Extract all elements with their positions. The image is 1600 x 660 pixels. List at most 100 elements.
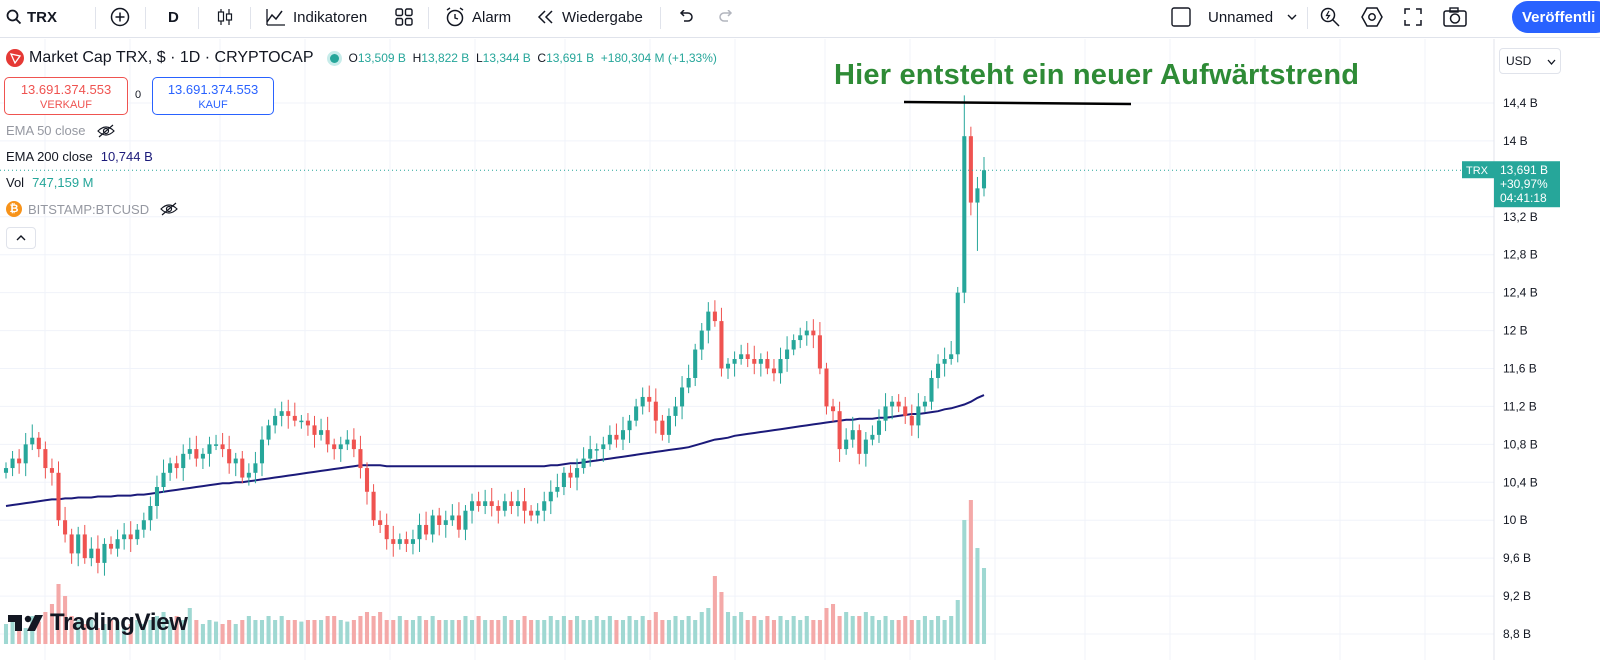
- volume-bar: [929, 620, 934, 644]
- candle-body: [76, 534, 81, 554]
- candle-body: [273, 415, 278, 426]
- eye-hidden-icon[interactable]: [159, 202, 179, 216]
- currency-select[interactable]: USD: [1499, 48, 1561, 74]
- compare-add-button[interactable]: [110, 0, 130, 34]
- eye-hidden-icon[interactable]: [96, 124, 116, 138]
- candle-body: [876, 420, 882, 435]
- tradingview-logo[interactable]: TradingView: [8, 609, 188, 637]
- candle-body: [128, 534, 133, 540]
- volume-bar: [876, 620, 882, 644]
- sell-button[interactable]: 13.691.374.553 VERKAUF: [4, 77, 128, 115]
- volume-bar: [332, 616, 337, 644]
- volume-bar: [535, 620, 540, 644]
- price-tag-value: 13,691 B: [1500, 163, 1548, 177]
- volume-bar: [358, 616, 363, 644]
- undo-button[interactable]: [676, 0, 694, 34]
- candle-body: [168, 463, 173, 473]
- volume-bar: [581, 620, 586, 644]
- candle-body: [69, 534, 74, 554]
- volume-bar: [712, 576, 717, 644]
- volume-legend[interactable]: Vol 747,159 M: [6, 175, 94, 190]
- candle-body: [95, 548, 100, 563]
- legend-collapse-button[interactable]: [6, 227, 36, 249]
- volume-bar: [141, 624, 146, 644]
- volume-bar: [194, 620, 199, 644]
- replay-button[interactable]: Wiedergabe: [536, 0, 643, 34]
- candle-body: [345, 439, 350, 445]
- candle-body: [778, 359, 783, 374]
- candle-body: [266, 425, 271, 440]
- candle-body: [614, 434, 619, 440]
- volume-bar: [594, 616, 599, 644]
- symbol-name: TRX: [27, 8, 57, 26]
- publish-button[interactable]: Veröffentli: [1512, 1, 1600, 33]
- chart-type-button[interactable]: [215, 0, 235, 34]
- toolbar-divider: [198, 7, 199, 29]
- volume-label: Vol: [6, 175, 25, 190]
- candle-body: [817, 335, 822, 369]
- buy-button[interactable]: 13.691.374.553 KAUF: [152, 77, 274, 115]
- ema200-legend[interactable]: EMA 200 close 10,744 B: [6, 149, 153, 164]
- settings-button[interactable]: [1360, 0, 1384, 34]
- candles: [3, 95, 987, 576]
- volume-bar: [49, 604, 54, 644]
- candle-body: [102, 543, 107, 563]
- candle-body: [955, 292, 960, 355]
- symbol-search[interactable]: TRX: [6, 0, 57, 34]
- candle-body: [325, 430, 330, 445]
- volume-bar: [456, 620, 461, 644]
- layout-name: Unnamed: [1208, 8, 1274, 26]
- volume-bar: [666, 620, 671, 644]
- volume-bar: [699, 612, 704, 644]
- candle-body: [502, 501, 507, 511]
- volume-bar: [378, 612, 383, 644]
- candle-body: [23, 444, 28, 464]
- candle-body: [699, 330, 704, 350]
- candle-body: [844, 439, 849, 450]
- volume-bar: [890, 620, 895, 644]
- candle-body: [535, 510, 540, 516]
- candle-body: [319, 430, 324, 435]
- fullscreen-button[interactable]: [1403, 0, 1423, 34]
- layouts-button[interactable]: [394, 0, 414, 34]
- chart-area[interactable]: 14,4 B 14 B 13,2 B 12,8 B 12,4 B 12 B 11,6 B 11…: [0, 39, 1600, 660]
- volume-bar: [56, 584, 61, 644]
- symbol-legend[interactable]: Market Cap TRX, $ · 1D · CRYPTOCAP O13,5…: [6, 49, 717, 67]
- candle-body: [207, 444, 212, 454]
- indicators-button[interactable]: Indikatoren: [265, 0, 367, 34]
- volume-bar: [36, 621, 41, 644]
- candle-body: [115, 539, 120, 549]
- trend-annotation[interactable]: Hier entsteht ein neuer Aufwärtstrend: [834, 59, 1360, 91]
- volume-bar: [588, 620, 593, 644]
- y-tick-label: 9,6 B: [1503, 551, 1531, 565]
- quick-search-button[interactable]: [1319, 0, 1341, 34]
- volume-bar: [502, 616, 507, 644]
- volume-bar: [752, 616, 757, 644]
- toolbar-divider: [1307, 7, 1308, 29]
- interval-button[interactable]: D: [168, 8, 179, 26]
- volume-bar: [660, 620, 665, 644]
- volume-bar: [148, 620, 153, 644]
- candle-body: [450, 515, 455, 521]
- snapshot-button[interactable]: [1442, 0, 1468, 34]
- volume-bar: [968, 500, 973, 644]
- candle-body: [529, 510, 534, 516]
- compare-legend[interactable]: ₿ BITSTAMP:BTCUSD: [6, 201, 179, 217]
- volume-bar: [404, 620, 409, 644]
- price-chart[interactable]: 14,4 B 14 B 13,2 B 12,8 B 12,4 B 12 B 11,6 B 11…: [0, 39, 1600, 660]
- candle-body: [850, 430, 855, 440]
- candle-body: [424, 524, 429, 535]
- redo-icon: [718, 10, 736, 24]
- candle-body: [673, 406, 678, 416]
- volume-bar: [732, 616, 737, 644]
- ema50-legend[interactable]: EMA 50 close: [6, 123, 116, 138]
- layout-select[interactable]: Unnamed: [1170, 0, 1297, 34]
- candle-body: [338, 444, 343, 450]
- redo-button[interactable]: [718, 0, 736, 34]
- alarm-button[interactable]: Alarm: [444, 0, 511, 34]
- candle-body: [122, 534, 127, 540]
- volume-bar: [43, 612, 48, 644]
- candle-body: [732, 359, 737, 364]
- price-axis: 14,4 B 14 B 13,2 B 12,8 B 12,4 B 12 B 11,6 B 11…: [1493, 39, 1538, 660]
- candle-body: [542, 501, 547, 511]
